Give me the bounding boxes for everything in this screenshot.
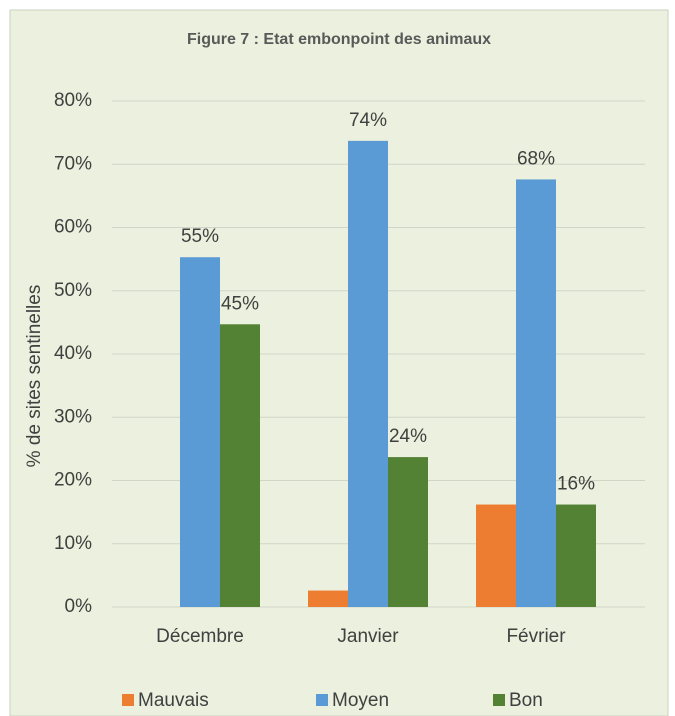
x-tick-label: Janvier bbox=[337, 626, 399, 647]
legend-swatch bbox=[122, 694, 134, 706]
y-tick-label: 40% bbox=[54, 343, 92, 364]
legend-label: Mauvais bbox=[138, 690, 209, 711]
bar bbox=[556, 504, 596, 607]
data-label: 45% bbox=[221, 293, 259, 314]
y-tick-label: 60% bbox=[54, 217, 92, 238]
legend-swatch bbox=[316, 694, 328, 706]
bar bbox=[220, 324, 260, 607]
y-tick-label: 10% bbox=[54, 533, 92, 554]
y-axis-label: % de sites sentinelles bbox=[24, 285, 45, 468]
y-tick-label: 80% bbox=[54, 90, 92, 111]
bar bbox=[516, 179, 556, 607]
x-tick-label: Décembre bbox=[156, 626, 244, 647]
data-label: 16% bbox=[557, 474, 595, 495]
legend-label: Bon bbox=[509, 690, 543, 711]
y-tick-label: 20% bbox=[54, 470, 92, 491]
bar bbox=[308, 590, 348, 607]
data-label: 74% bbox=[349, 110, 387, 131]
x-tick-label: Février bbox=[506, 626, 566, 647]
data-label: 55% bbox=[181, 226, 219, 247]
y-tick-label: 70% bbox=[54, 153, 92, 174]
bar bbox=[180, 257, 220, 607]
legend-swatch bbox=[493, 694, 505, 706]
y-tick-label: 50% bbox=[54, 280, 92, 301]
bar bbox=[348, 140, 388, 607]
y-tick-label: 0% bbox=[65, 596, 93, 617]
legend-label: Moyen bbox=[332, 690, 389, 711]
bar bbox=[388, 457, 428, 607]
chart-background bbox=[9, 9, 669, 716]
data-label: 24% bbox=[389, 426, 427, 447]
data-label: 68% bbox=[517, 148, 555, 169]
y-tick-label: 30% bbox=[54, 406, 92, 427]
chart-title: Figure 7 : Etat embonpoint des animaux bbox=[187, 31, 491, 48]
bar bbox=[476, 504, 516, 607]
